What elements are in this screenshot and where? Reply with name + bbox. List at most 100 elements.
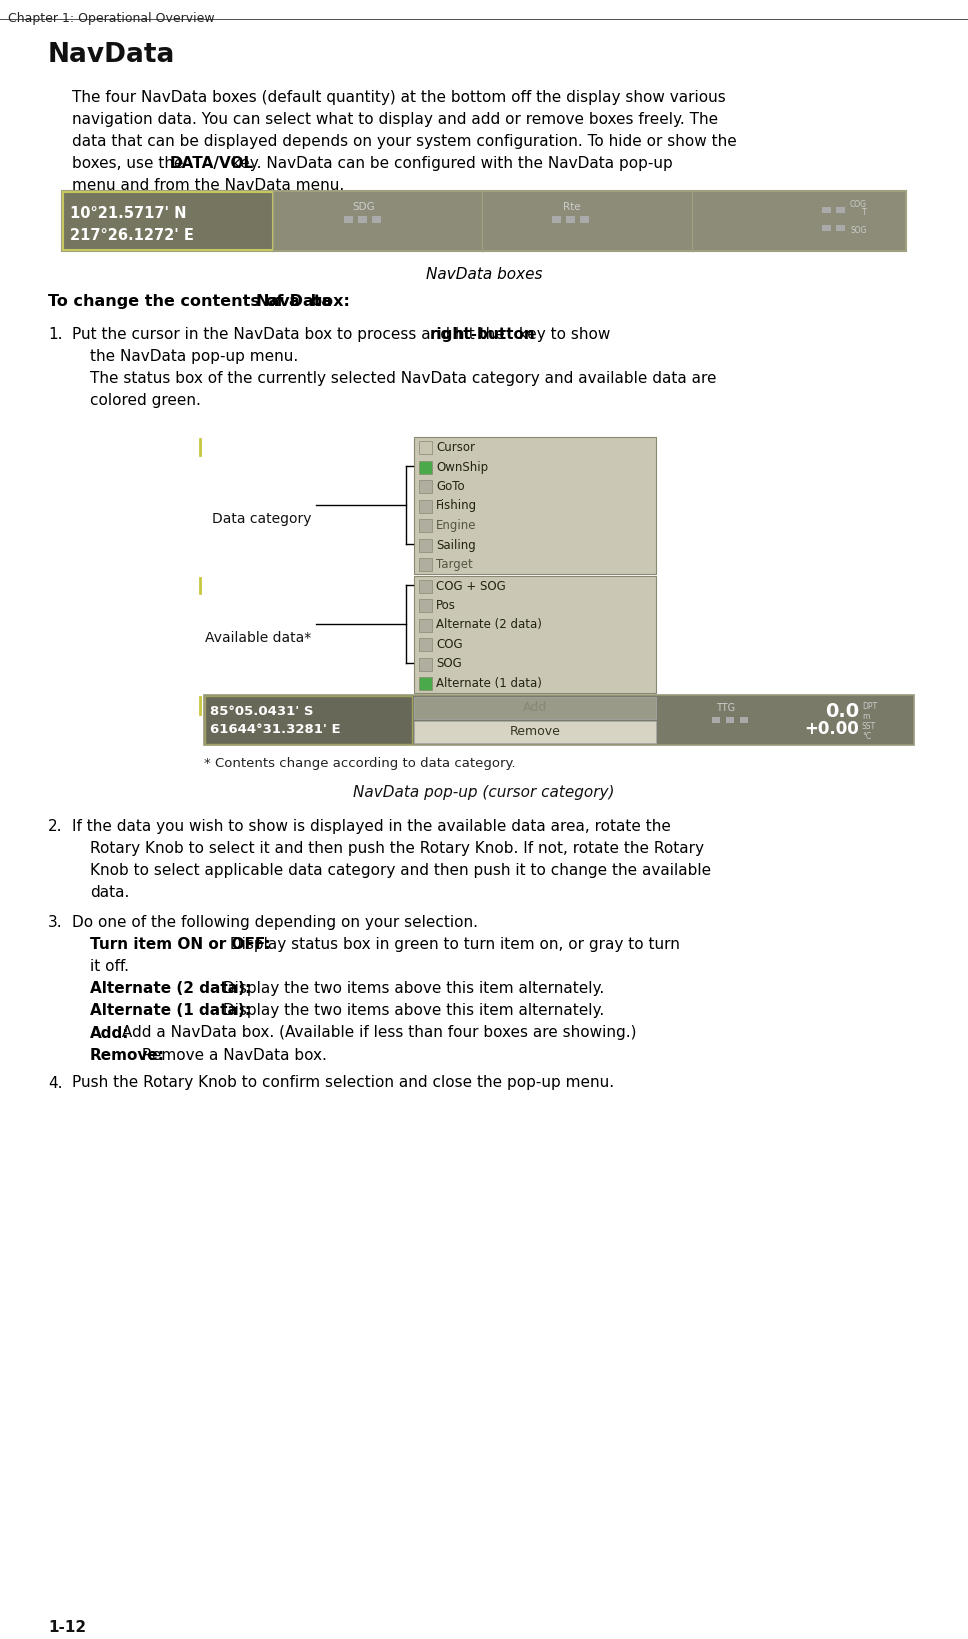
Bar — [419, 677, 432, 690]
Text: data.: data. — [90, 885, 130, 900]
Bar — [419, 539, 432, 552]
Text: Cursor: Cursor — [436, 441, 475, 454]
Text: Rotary Knob to select it and then push the Rotary Knob. If not, rotate the Rotar: Rotary Knob to select it and then push t… — [90, 841, 704, 856]
Text: right-button: right-button — [429, 326, 535, 343]
Bar — [822, 226, 831, 231]
Text: Engine: Engine — [436, 518, 476, 531]
Bar — [726, 718, 734, 723]
Bar — [419, 480, 432, 493]
Text: navigation data. You can select what to display and add or remove boxes freely. : navigation data. You can select what to … — [72, 111, 718, 126]
Text: Data category: Data category — [211, 511, 311, 526]
Text: OwnShip: OwnShip — [436, 461, 488, 474]
Text: COG: COG — [850, 200, 867, 208]
Bar — [419, 443, 432, 454]
Text: DATA/VOL: DATA/VOL — [169, 156, 254, 170]
Text: 85°05.0431' S: 85°05.0431' S — [210, 705, 314, 718]
Bar — [414, 721, 656, 742]
Text: NavData boxes: NavData boxes — [426, 267, 542, 282]
Text: Chapter 1: Operational Overview: Chapter 1: Operational Overview — [8, 11, 215, 25]
Text: * Contents change according to data category.: * Contents change according to data cate… — [204, 757, 516, 770]
Bar — [419, 580, 432, 593]
Text: menu and from the NavData menu.: menu and from the NavData menu. — [72, 179, 345, 193]
Text: key. NavData can be configured with the NavData pop-up: key. NavData can be configured with the … — [227, 156, 673, 170]
Bar — [63, 193, 273, 251]
Bar — [414, 438, 656, 574]
Text: COG + SOG: COG + SOG — [436, 579, 505, 592]
Bar — [566, 216, 575, 225]
Text: SST: SST — [862, 723, 876, 731]
Text: GoTo: GoTo — [436, 480, 465, 493]
Text: data that can be displayed depends on your system configuration. To hide or show: data that can be displayed depends on yo… — [72, 134, 737, 149]
Text: Alternate (1 data):: Alternate (1 data): — [90, 1003, 251, 1018]
Text: Target: Target — [436, 557, 472, 570]
Text: COG: COG — [436, 638, 463, 651]
Text: colored green.: colored green. — [90, 393, 201, 408]
Text: The status box of the currently selected NavData category and available data are: The status box of the currently selected… — [90, 370, 716, 385]
Text: Display status box in green to turn item on, or gray to turn: Display status box in green to turn item… — [225, 938, 680, 952]
Bar — [552, 216, 561, 225]
Text: TTG: TTG — [716, 703, 736, 713]
Text: +0.00: +0.00 — [804, 720, 859, 738]
Text: it off.: it off. — [90, 959, 129, 974]
Text: NavData: NavData — [256, 293, 333, 308]
Text: 10°21.5717' N: 10°21.5717' N — [70, 207, 187, 221]
Text: Remove:: Remove: — [90, 1047, 165, 1062]
Text: 217°26.1272' E: 217°26.1272' E — [70, 228, 194, 243]
Text: 1-12: 1-12 — [48, 1619, 86, 1634]
Bar — [836, 226, 845, 231]
Bar — [419, 620, 432, 633]
Text: Rte: Rte — [563, 202, 581, 211]
Text: SOG: SOG — [436, 657, 462, 670]
Bar — [205, 697, 412, 744]
Text: Sailing: Sailing — [436, 538, 475, 551]
Text: key to show: key to show — [514, 326, 611, 343]
Text: Add a NavData box. (Available if less than four boxes are showing.): Add a NavData box. (Available if less th… — [117, 1024, 637, 1039]
Text: Put the cursor in the NavData box to process and hit the: Put the cursor in the NavData box to pro… — [72, 326, 509, 343]
Text: Alternate (2 data): Alternate (2 data) — [436, 618, 542, 631]
Text: Alternate (2 data):: Alternate (2 data): — [90, 980, 252, 997]
Text: SDG: SDG — [352, 202, 376, 211]
Bar — [414, 577, 656, 693]
Text: Remove: Remove — [509, 724, 560, 738]
Text: Do one of the following depending on your selection.: Do one of the following depending on you… — [72, 915, 478, 929]
Text: Add:: Add: — [90, 1024, 130, 1039]
Text: box:: box: — [305, 293, 350, 308]
Text: 1.: 1. — [48, 326, 63, 343]
Bar — [419, 600, 432, 613]
Text: Display the two items above this item alternately.: Display the two items above this item al… — [218, 980, 604, 997]
Text: NavData pop-up (cursor category): NavData pop-up (cursor category) — [353, 785, 615, 800]
Text: m: m — [862, 711, 869, 721]
Bar — [204, 695, 914, 746]
Bar — [419, 500, 432, 513]
Text: To change the contents of a: To change the contents of a — [48, 293, 306, 308]
Text: Display the two items above this item alternately.: Display the two items above this item al… — [218, 1003, 604, 1018]
Text: NavData: NavData — [48, 43, 175, 67]
Text: T: T — [862, 208, 867, 216]
Text: 2.: 2. — [48, 820, 63, 834]
Text: Remove a NavData box.: Remove a NavData box. — [137, 1047, 327, 1062]
Text: Knob to select applicable data category and then push it to change the available: Knob to select applicable data category … — [90, 864, 711, 879]
Text: Pos: Pos — [436, 598, 456, 611]
Text: Fishing: Fishing — [436, 500, 477, 511]
Text: 61644°31.3281' E: 61644°31.3281' E — [210, 723, 341, 736]
Bar — [419, 520, 432, 533]
Text: the NavData pop-up menu.: the NavData pop-up menu. — [90, 349, 298, 364]
Text: If the data you wish to show is displayed in the available data area, rotate the: If the data you wish to show is displaye… — [72, 820, 671, 834]
Text: 3.: 3. — [48, 915, 63, 929]
Text: Push the Rotary Knob to confirm selection and close the pop-up menu.: Push the Rotary Knob to confirm selectio… — [72, 1075, 614, 1090]
Text: Available data*: Available data* — [205, 631, 311, 644]
Text: Add: Add — [523, 701, 547, 715]
Bar — [419, 559, 432, 572]
Bar — [419, 461, 432, 474]
Bar — [419, 659, 432, 670]
Bar — [419, 639, 432, 652]
Bar — [580, 216, 589, 225]
Bar — [62, 192, 906, 252]
Text: Alternate (1 data): Alternate (1 data) — [436, 677, 542, 690]
Bar — [822, 208, 831, 213]
Bar — [344, 216, 353, 225]
Bar — [414, 697, 656, 720]
Bar — [836, 208, 845, 213]
Text: °C: °C — [862, 733, 871, 741]
Bar — [372, 216, 381, 225]
